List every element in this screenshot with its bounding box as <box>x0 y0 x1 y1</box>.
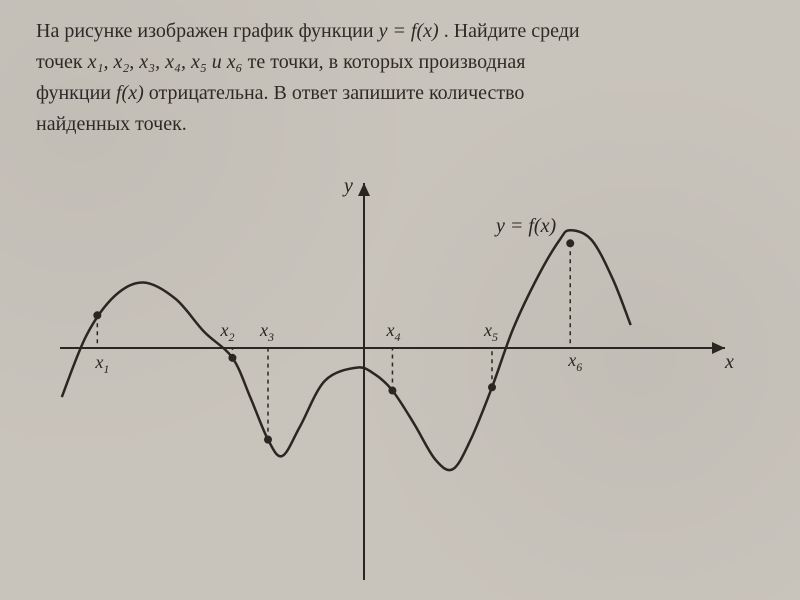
dashed-droplines <box>97 243 570 439</box>
point-x2 <box>228 354 236 362</box>
problem-line2-post: те точки, в которых производная <box>248 51 526 73</box>
problem-line2-pre: точек <box>36 51 88 73</box>
problem-line1-pre: На рисунке изображен график функции <box>36 20 379 42</box>
problem-points: x₁, x₂, x₃, x₄, x₅ и x₆ <box>88 51 243 73</box>
point-label-x6: x6 <box>567 350 582 374</box>
problem-line3-pre: функции <box>36 82 116 104</box>
point-x3 <box>264 436 272 444</box>
problem-line4: найденных точек. <box>36 113 187 135</box>
curve-label: y = f(x) <box>494 215 556 237</box>
point-x1 <box>93 311 101 319</box>
problem-line3-post: отрицательна. В ответ запишите количеств… <box>149 82 525 104</box>
y-axis-label: y <box>342 175 353 197</box>
point-x6 <box>566 239 574 247</box>
point-x4 <box>388 387 396 395</box>
marked-points <box>93 239 574 443</box>
function-graph: y x y = f(x) x1 x2 x3 x4 x5 x6 <box>60 168 740 588</box>
problem-line1-post: . Найдите среди <box>444 20 580 42</box>
point-label-x5: x5 <box>483 320 498 344</box>
problem-fx: f(x) <box>116 82 144 104</box>
point-label-x1: x1 <box>94 352 109 376</box>
problem-func: y = f(x) <box>379 20 439 42</box>
function-curve <box>62 230 631 470</box>
point-label-x3: x3 <box>259 320 274 344</box>
page-root: На рисунке изображен график функции y = … <box>0 0 800 600</box>
x-axis-label: x <box>724 351 734 373</box>
point-label-x4: x4 <box>385 320 400 344</box>
x-axis-arrow-icon <box>712 342 725 354</box>
problem-statement: На рисунке изображен график функции y = … <box>0 0 800 140</box>
point-x5 <box>488 383 496 391</box>
y-axis-arrow-icon <box>358 183 370 196</box>
point-label-x2: x2 <box>219 320 234 344</box>
